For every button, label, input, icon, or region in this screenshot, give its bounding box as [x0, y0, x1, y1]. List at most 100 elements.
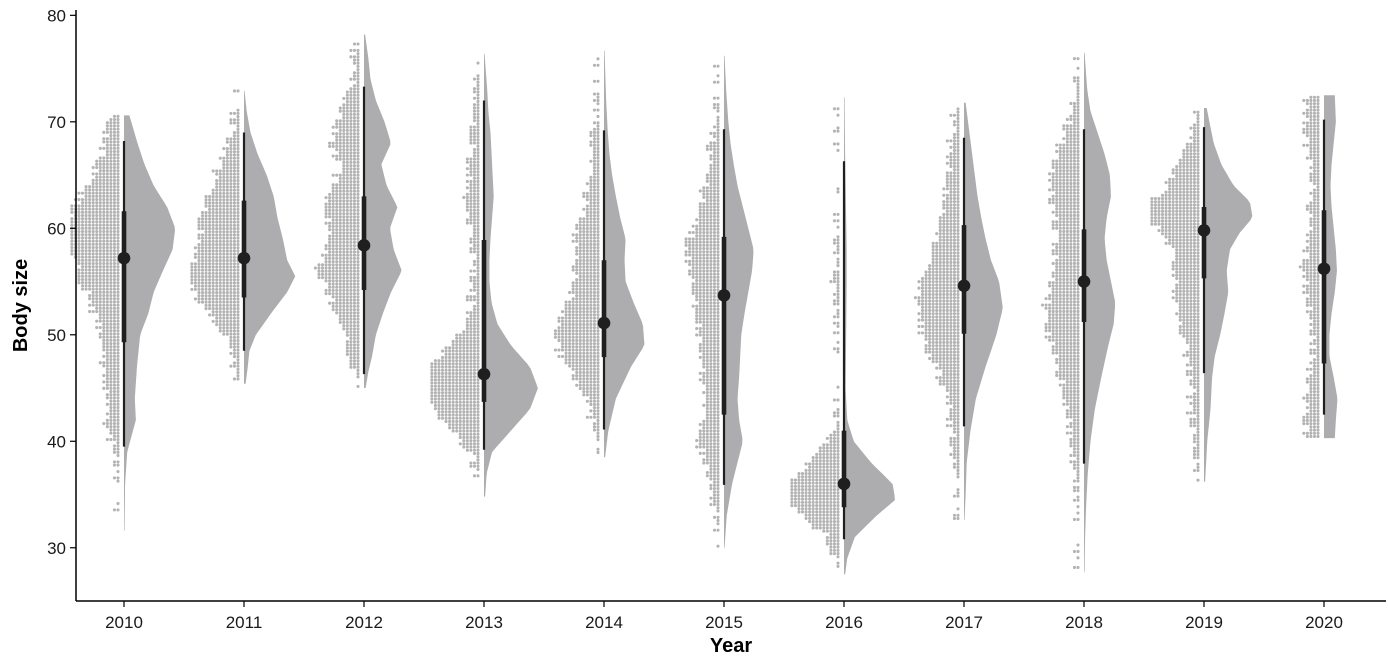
data-dot — [193, 281, 197, 285]
data-dot — [476, 195, 480, 199]
data-dot — [105, 303, 109, 307]
data-dot — [116, 290, 120, 294]
data-dot — [218, 262, 222, 266]
data-dot — [935, 340, 939, 345]
data-dot — [825, 491, 829, 495]
data-dot — [98, 229, 102, 234]
data-dot — [712, 141, 716, 145]
data-dot — [585, 335, 589, 339]
data-dot — [949, 273, 953, 277]
data-dot — [105, 377, 109, 381]
data-dot — [465, 327, 469, 331]
data-dot — [331, 272, 335, 276]
data-dot — [476, 269, 480, 273]
data-dot — [596, 233, 600, 237]
data-dot — [342, 218, 346, 222]
data-dot — [349, 180, 353, 184]
data-dot — [818, 491, 822, 495]
data-dot — [356, 119, 360, 123]
data-dot — [225, 191, 229, 195]
data-dot — [578, 322, 582, 326]
data-dot — [356, 349, 360, 353]
data-dot — [349, 144, 353, 148]
data-dot — [836, 510, 840, 514]
data-dot — [698, 343, 702, 347]
data-dot — [444, 403, 448, 407]
data-dot — [698, 327, 702, 331]
data-dot — [945, 305, 949, 309]
data-dot — [589, 374, 593, 378]
data-dot — [356, 141, 360, 145]
data-dot — [712, 327, 716, 331]
data-dot — [222, 159, 226, 163]
data-dot — [585, 393, 589, 397]
data-dot — [335, 285, 339, 289]
data-dot — [211, 262, 215, 266]
data-dot — [102, 172, 106, 176]
data-dot — [695, 240, 699, 244]
data-dot — [716, 352, 720, 356]
data-dot — [465, 448, 469, 452]
data-dot — [462, 413, 466, 417]
data-dot — [462, 429, 466, 433]
data-dot — [229, 156, 233, 160]
data-dot — [458, 362, 462, 366]
data-dot — [338, 231, 342, 235]
data-dot — [553, 348, 557, 352]
data-dot — [430, 381, 434, 385]
data-dot — [331, 186, 335, 190]
data-dot — [225, 252, 229, 256]
data-dot — [832, 472, 836, 476]
data-dot — [345, 125, 349, 129]
data-dot — [592, 108, 596, 112]
data-dot — [472, 141, 477, 145]
data-dot — [825, 494, 829, 498]
data-dot — [476, 448, 480, 452]
data-dot — [345, 103, 349, 107]
data-dot — [596, 210, 600, 214]
data-dot — [945, 366, 949, 370]
data-dot — [836, 523, 840, 527]
data-dot — [582, 335, 586, 339]
data-dot — [80, 268, 85, 272]
data-dot — [102, 169, 106, 173]
data-dot — [352, 71, 357, 75]
data-dot — [109, 329, 113, 333]
data-dot — [458, 352, 462, 356]
data-dot — [695, 298, 699, 302]
data-dot — [109, 146, 113, 150]
data-dot — [331, 221, 335, 225]
data-dot — [208, 233, 212, 237]
data-dot — [836, 331, 840, 335]
data-dot — [236, 156, 240, 160]
data-dot — [472, 285, 477, 289]
data-dot — [105, 402, 109, 406]
data-dot — [952, 363, 956, 367]
data-dot — [324, 272, 328, 276]
data-dot — [469, 131, 473, 135]
data-dot — [716, 122, 720, 126]
data-dot — [942, 251, 946, 255]
data-dot — [822, 526, 826, 530]
data-dot — [949, 321, 953, 325]
data-dot — [952, 411, 956, 415]
data-dot — [190, 265, 194, 269]
data-dot — [208, 265, 212, 269]
data-dot — [204, 268, 208, 272]
data-dot — [469, 461, 473, 465]
data-dot — [931, 360, 935, 364]
data-dot — [952, 264, 956, 268]
data-dot — [952, 395, 956, 399]
data-dot — [105, 156, 109, 160]
data-dot — [695, 279, 699, 283]
data-dot — [338, 311, 342, 315]
data-dot — [356, 100, 360, 104]
data-dot — [945, 401, 949, 405]
data-dot — [105, 345, 109, 349]
data-dot — [356, 330, 360, 334]
data-dot — [476, 330, 480, 334]
data-dot — [112, 348, 116, 352]
data-dot — [836, 302, 840, 306]
data-dot — [716, 522, 720, 526]
